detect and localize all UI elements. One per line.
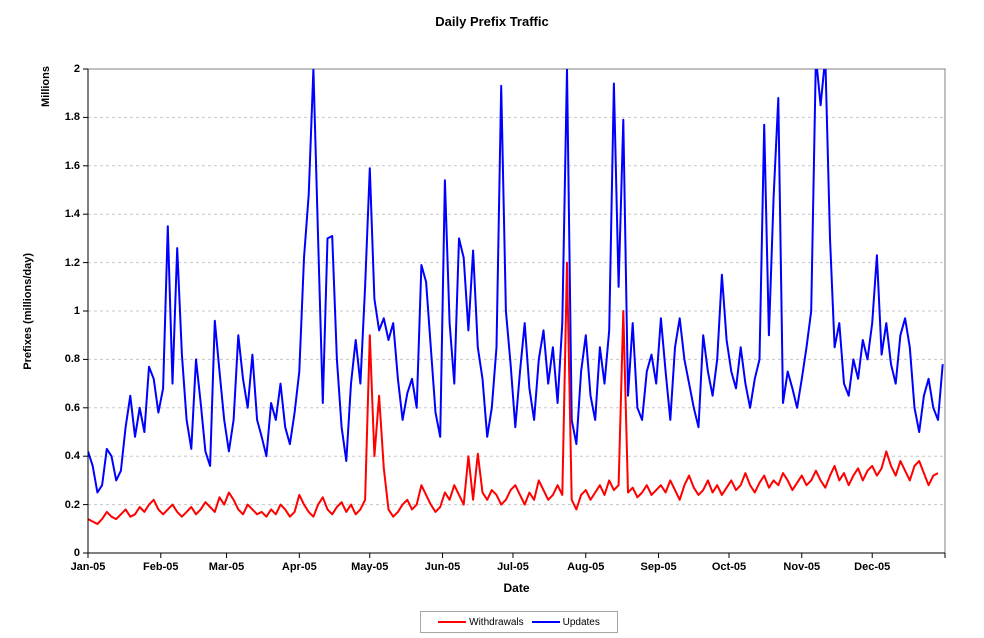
- y-tick-label: 1.8: [64, 111, 80, 124]
- y-tick-label: 1.4: [64, 208, 80, 221]
- withdrawals-line-sample: [438, 621, 467, 623]
- legend-label-withdrawals: Withdrawals: [469, 616, 524, 628]
- y-tick-label: 0.2: [64, 498, 80, 511]
- x-tick-label: Sep-05: [640, 561, 677, 573]
- x-tick-label: Nov-05: [783, 561, 821, 573]
- x-tick-label: Jul-05: [497, 561, 529, 573]
- updates-series-line: [88, 69, 944, 494]
- x-axis-title: Date: [503, 581, 530, 595]
- y-tick-label: 2: [73, 63, 80, 75]
- x-tick-label: Jun-05: [424, 561, 461, 573]
- y-tick-label: 0.6: [64, 401, 80, 414]
- legend-item-withdrawals: Withdrawals: [438, 616, 524, 628]
- x-tick-label: Feb-05: [143, 561, 179, 573]
- x-tick-label: May-05: [351, 561, 389, 573]
- y-tick-label: 0.8: [64, 353, 80, 366]
- legend: Withdrawals Updates: [420, 611, 618, 633]
- x-tick-label: Mar-05: [208, 561, 245, 573]
- legend-label-updates: Updates: [562, 616, 600, 628]
- x-tick-label: Dec-05: [854, 561, 891, 573]
- chart-title: Daily Prefix Traffic: [435, 14, 549, 29]
- withdrawals-series-line: [88, 261, 939, 525]
- y-tick-label: 1.2: [64, 256, 80, 269]
- y-tick-label: 1.6: [64, 159, 80, 172]
- x-tick-label: Jan-05: [70, 561, 106, 573]
- x-tick-label: Oct-05: [711, 561, 747, 573]
- updates-line-sample: [531, 621, 560, 623]
- y-tick-label: 0.4: [64, 450, 80, 463]
- x-tick-label: Aug-05: [567, 561, 605, 573]
- x-tick-label: Apr-05: [281, 561, 317, 573]
- y-tick-label: 0: [73, 547, 80, 559]
- legend-item-updates: Updates: [531, 616, 600, 628]
- y-tick-label: 1: [73, 305, 80, 317]
